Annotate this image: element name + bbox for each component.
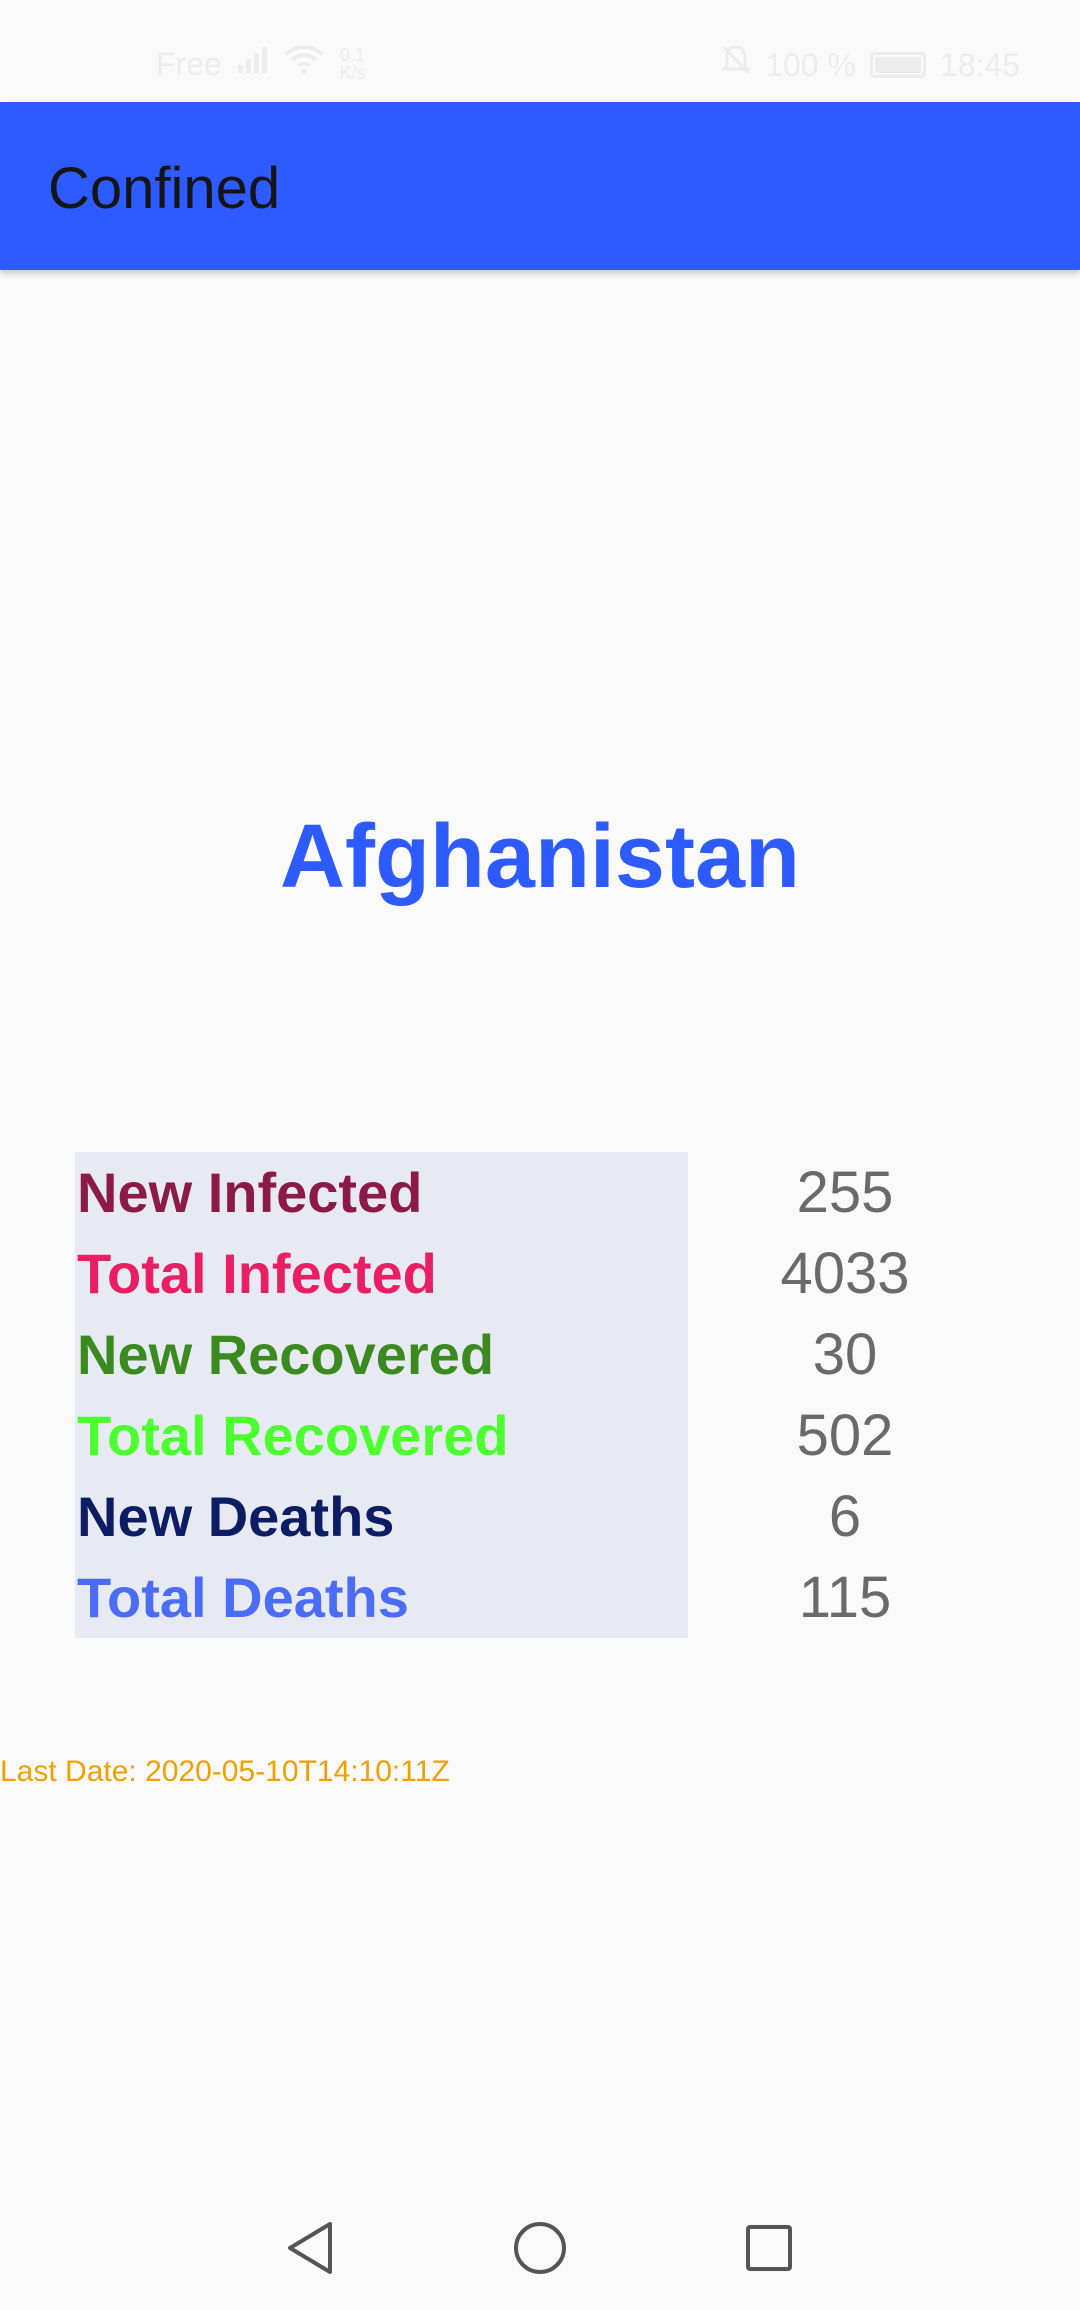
network-speed: 0.1 K/s [339, 44, 366, 83]
stat-label-new-infected: New Infected [77, 1161, 423, 1224]
stat-label-total-deaths: Total Deaths [77, 1566, 409, 1629]
recents-button[interactable] [733, 2212, 805, 2284]
status-bar: Free 0.1 K/s 100 % [0, 0, 1080, 102]
recents-icon [746, 2225, 792, 2271]
carrier-label: Free [156, 45, 222, 82]
stat-label-total-infected: Total Infected [77, 1242, 437, 1305]
battery-icon [869, 51, 926, 78]
signal-icon [237, 46, 268, 82]
country-title: Afghanistan [279, 807, 800, 907]
wifi-icon [284, 44, 324, 83]
stat-value-new-deaths: 6 [828, 1484, 862, 1549]
home-button[interactable] [504, 2212, 576, 2284]
stat-value-total-recovered: 502 [796, 1403, 894, 1468]
back-button[interactable] [274, 2212, 346, 2284]
mute-icon [720, 44, 752, 85]
stat-label-new-recovered: New Recovered [77, 1323, 495, 1386]
stat-label-total-recovered: Total Recovered [77, 1404, 509, 1467]
stats-labels-panel: New Infected Total Infected New Recovere… [75, 1152, 688, 1638]
navigation-bar [0, 2186, 1080, 2310]
back-icon [288, 2222, 332, 2274]
battery-percent: 100 % [765, 46, 856, 83]
stat-value-total-infected: 4033 [780, 1241, 910, 1306]
stat-value-new-recovered: 30 [812, 1322, 878, 1387]
stat-label-new-deaths: New Deaths [77, 1485, 395, 1548]
app-title: Confined [48, 156, 281, 221]
app-bar: Confined [0, 102, 1080, 270]
stat-value-total-deaths: 115 [798, 1565, 892, 1630]
stats-values-panel: 255 4033 30 502 6 115 [745, 1152, 945, 1638]
status-right: 100 % 18:45 [720, 44, 1020, 85]
last-date-label: Last Date: 2020-05-10T14:10:11Z [0, 1755, 450, 1788]
stat-value-new-infected: 255 [796, 1160, 894, 1225]
status-left: Free 0.1 K/s [156, 44, 384, 83]
clock: 18:45 [939, 46, 1020, 83]
home-icon [514, 2222, 566, 2274]
